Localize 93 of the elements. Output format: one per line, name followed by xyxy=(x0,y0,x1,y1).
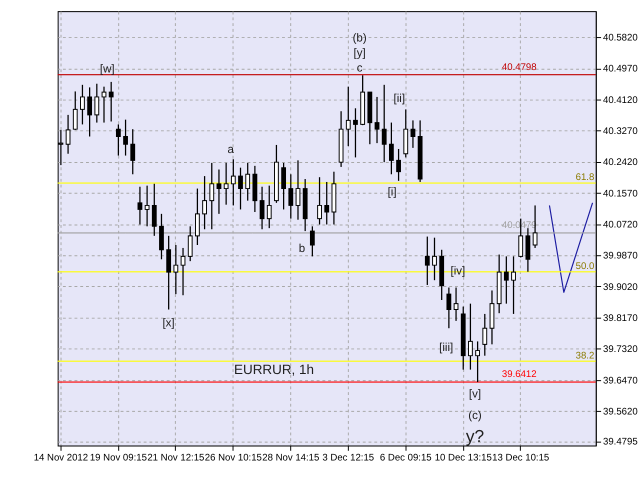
candlestick xyxy=(382,84,387,163)
x-tick-label: 3 Dec 12:15 xyxy=(322,452,374,464)
y-tick-label: 40.5820 xyxy=(603,32,638,44)
y-tick-label: 40.2420 xyxy=(603,157,638,168)
y-tick-label: 40.4120 xyxy=(603,94,638,106)
candlestick xyxy=(504,256,509,304)
candlestick xyxy=(159,213,164,260)
x-tick-label: 21 Nov 12:15 xyxy=(147,452,204,464)
annotation: c xyxy=(356,62,363,75)
y-tick-label: 40.3270 xyxy=(603,126,638,138)
candlestick xyxy=(475,340,480,383)
annotation: [iii] xyxy=(439,342,454,354)
annotation: b xyxy=(298,243,306,256)
candlestick xyxy=(72,90,78,131)
candlestick xyxy=(511,256,516,315)
candlestick xyxy=(432,237,437,281)
ref-line-label: 39.6412 xyxy=(502,369,537,380)
candlestick xyxy=(130,128,136,175)
x-tick-label: 26 Nov 10:15 xyxy=(204,452,262,464)
candlestick xyxy=(446,286,452,329)
annotation: [w] xyxy=(100,64,115,76)
candlestick xyxy=(346,86,351,147)
candlestick xyxy=(238,167,243,210)
candlestick xyxy=(424,236,430,286)
candlestick xyxy=(245,162,250,202)
candlestick xyxy=(230,158,236,206)
candlestick xyxy=(123,119,128,156)
candlestick xyxy=(281,162,286,210)
x-tick-label: 13 Dec 10:15 xyxy=(492,452,550,464)
annotation: a xyxy=(228,144,235,156)
candlestick xyxy=(216,168,222,214)
candlestick xyxy=(66,114,70,154)
candlestick xyxy=(324,181,330,226)
annotation: [x] xyxy=(162,318,175,330)
y-tick-label: 39.5620 xyxy=(603,406,638,418)
ref-line-label: 40.4798 xyxy=(502,62,537,73)
y-tick-label: 39.8170 xyxy=(603,312,638,324)
candlestick xyxy=(180,247,186,296)
candlestick xyxy=(173,244,178,295)
y-tick-label: 39.4795 xyxy=(603,436,638,448)
candlestick xyxy=(296,160,300,220)
text: EURRUR, 1h xyxy=(234,362,314,377)
candlestick xyxy=(195,188,200,246)
candlestick xyxy=(166,235,172,310)
candlestick xyxy=(374,96,380,144)
candlestick xyxy=(353,108,358,158)
candlestick xyxy=(80,84,85,126)
annotation: y? xyxy=(466,426,484,446)
candlestick xyxy=(317,176,322,226)
candlestick xyxy=(209,162,214,230)
candlestick xyxy=(188,226,193,262)
y-tick-label: 40.0720 xyxy=(603,219,638,230)
y-tick-label: 39.7320 xyxy=(603,344,638,356)
candlestick xyxy=(202,175,207,230)
candlestick xyxy=(87,86,92,138)
annotation: 61.8 xyxy=(576,172,594,184)
annotation: (c) xyxy=(468,410,482,422)
candlestick xyxy=(310,226,315,257)
candlestick xyxy=(482,313,488,356)
candlestick xyxy=(266,185,272,229)
x-tick-label: 10 Dec 13:15 xyxy=(434,452,492,464)
candlestick xyxy=(468,303,473,370)
candlestick xyxy=(108,81,114,122)
y-tick-label: 39.6470 xyxy=(603,375,638,386)
annotation: [y] xyxy=(354,48,366,60)
candlestick xyxy=(116,124,121,156)
x-tick-label: 28 Nov 14:15 xyxy=(262,452,320,464)
candlestick xyxy=(454,286,458,322)
y-tick-label: 40.1570 xyxy=(603,188,638,200)
candlestick xyxy=(138,186,142,226)
x-tick-label: 6 Dec 09:15 xyxy=(380,452,432,464)
x-tick-label: 19 Nov 09:15 xyxy=(90,452,147,464)
x-tick-label: 14 Nov 2012 xyxy=(34,452,88,464)
annotation: (b) xyxy=(352,32,367,44)
y-tick-label: 40.4970 xyxy=(603,64,638,75)
candlestick xyxy=(388,122,394,175)
annotation: 50.0 xyxy=(576,260,594,272)
candlestick xyxy=(144,185,150,227)
candlestick xyxy=(94,83,100,124)
annotation: [i] xyxy=(388,186,397,198)
candlestick xyxy=(526,228,530,272)
annotation: [v] xyxy=(468,388,482,400)
candlestick xyxy=(224,162,229,206)
annotation: [ii] xyxy=(394,92,406,105)
candlestick xyxy=(288,174,294,220)
candlestick xyxy=(102,86,106,124)
candlestick xyxy=(260,186,264,230)
candlestick xyxy=(410,120,416,148)
annotation: 38.2 xyxy=(576,350,594,362)
candlestick xyxy=(152,183,157,236)
candlestick xyxy=(396,148,401,182)
y-tick-label: 39.9870 xyxy=(603,250,638,262)
y-tick-label: 39.9020 xyxy=(603,282,638,293)
